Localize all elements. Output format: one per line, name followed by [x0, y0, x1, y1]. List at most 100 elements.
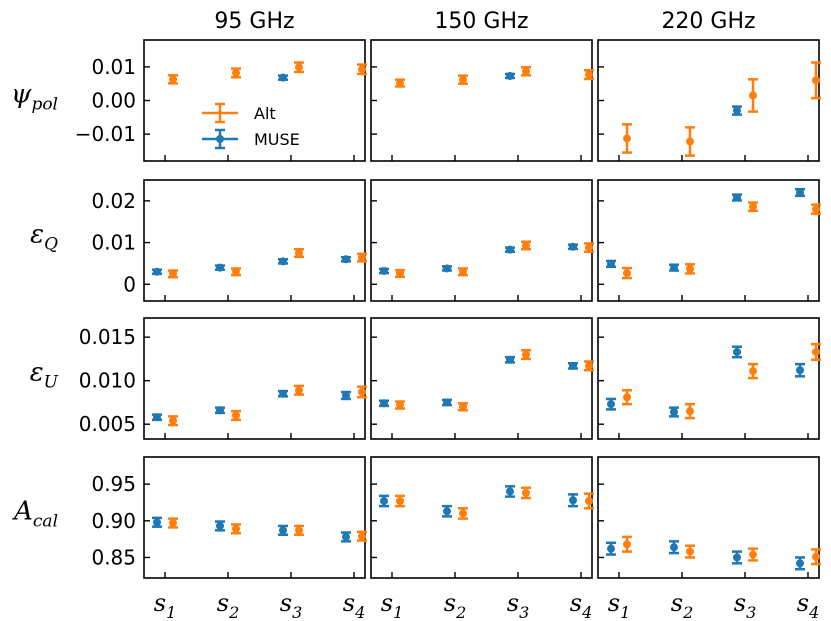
point-alt-s3-marker [522, 350, 530, 359]
point-muse-s4-marker [569, 242, 577, 251]
point-alt-s1-marker [396, 401, 404, 410]
point-muse-s2-marker [443, 398, 451, 407]
y-tick-label: 0.01 [91, 55, 136, 79]
x-tick-label-s1-subscript: 1 [620, 603, 630, 621]
panel-frame [143, 317, 366, 440]
point-alt-s2-marker [459, 75, 467, 84]
point-alt-s2-marker [686, 137, 694, 146]
point-muse-s2-marker [443, 264, 451, 273]
point-alt-s1-marker [169, 416, 177, 425]
panel-frame [597, 39, 820, 162]
x-tick-label-s1: s1 [608, 589, 631, 621]
row-label-eps_u: εU [30, 358, 59, 393]
x-tick-label-s2-symbol: s [217, 589, 229, 617]
x-tick-label-s4: s4 [570, 589, 593, 621]
point-alt-s1-marker [169, 75, 177, 84]
x-tick-label-s3: s3 [507, 589, 530, 621]
x-tick-label-s4-symbol: s [797, 589, 809, 617]
legend-item-alt: Alt [202, 102, 276, 124]
panel-a_cal-2: s1 s2 s3 s4 [370, 456, 594, 621]
point-alt-s2-marker [459, 509, 467, 518]
point-muse-s1-marker [607, 400, 615, 409]
point-muse-s4-marker [342, 255, 350, 264]
point-muse-s2-marker [216, 263, 224, 272]
point-alt-s1-marker [623, 540, 631, 549]
x-tick-label-s2-symbol: s [444, 589, 456, 617]
x-tick-label-s1-symbol: s [154, 589, 166, 617]
row-label-psi_pol-symbol: ψ [11, 80, 32, 110]
y-tick-label: 0.95 [91, 472, 136, 496]
row-label-eps_u-subscript: U [44, 373, 59, 393]
row-label-eps_q-subscript: Q [44, 235, 58, 255]
point-muse-s3-marker [733, 106, 741, 115]
x-tick-label-s3: s3 [280, 589, 303, 621]
point-muse-s3-marker [279, 73, 287, 82]
row-label-eps_u-symbol: ε [30, 358, 44, 388]
point-alt-s4-marker [812, 76, 820, 85]
point-alt-s4-marker [812, 552, 820, 561]
point-alt-s2-marker [232, 68, 240, 77]
panel-frame [143, 179, 366, 302]
x-tick-label-s3-symbol: s [280, 589, 292, 617]
x-tick-label-s4-subscript: 4 [808, 603, 819, 621]
point-muse-s1-marker [380, 399, 388, 408]
point-alt-s1-marker [623, 393, 631, 402]
point-muse-s1-marker [153, 413, 161, 422]
point-alt-s3-marker [295, 526, 303, 535]
column-title-2: 150 GHz [434, 9, 528, 34]
point-alt-s3-marker [749, 367, 757, 376]
point-muse-s2-marker [216, 521, 224, 530]
point-alt-s2-marker [459, 267, 467, 276]
point-muse-s1-marker [607, 544, 615, 553]
point-alt-s4-marker [585, 70, 593, 79]
point-muse-s3-marker [279, 526, 287, 535]
x-tick-label-s3-subscript: 3 [746, 603, 756, 621]
panel-frame [370, 179, 593, 302]
x-tick-label-s2-subscript: 2 [455, 603, 466, 621]
point-alt-s4-marker [358, 387, 366, 396]
panel-frame [370, 317, 593, 440]
x-tick-label-s3-symbol: s [734, 589, 746, 617]
point-alt-s1-marker [169, 269, 177, 278]
point-alt-s1-marker [396, 79, 404, 88]
panel-frame [143, 456, 366, 579]
point-muse-s1-marker [380, 266, 388, 275]
point-alt-s1-marker [396, 269, 404, 278]
y-tick-label: 0.005 [79, 412, 136, 436]
column-title-3: 220 GHz [661, 9, 755, 34]
y-tick-label: 0 [123, 272, 136, 296]
point-alt-s3-marker [522, 241, 530, 250]
x-tick-label-s2-symbol: s [671, 589, 683, 617]
y-tick-label: 0.01 [91, 231, 136, 255]
legend-alt-label: Alt [254, 104, 276, 123]
point-muse-s3-marker [279, 257, 287, 266]
panel-psi_pol-2 [370, 39, 594, 162]
point-alt-s2-marker [686, 407, 694, 416]
row-label-eps_q-symbol: ε [30, 220, 44, 250]
point-alt-s2-marker [232, 411, 240, 420]
y-tick-label: −0.01 [75, 122, 136, 146]
point-muse-s3-marker [506, 245, 514, 254]
x-tick-label-s4: s4 [797, 589, 820, 621]
x-tick-label-s1-subscript: 1 [166, 603, 176, 621]
panels-layer: 95 GHz 150 GHz 220 GHzψpol0.010.00−0.01εQ0… [11, 9, 821, 621]
x-tick-label-s3-symbol: s [507, 589, 519, 617]
x-tick-label-s1: s1 [154, 589, 177, 621]
point-alt-s2-marker [459, 402, 467, 411]
x-tick-label-s2: s2 [444, 589, 467, 621]
point-muse-s3-marker [506, 487, 514, 496]
row-label-psi_pol-subscript: pol [31, 95, 58, 115]
y-tick-label: 0.015 [79, 325, 136, 349]
point-alt-s1-marker [623, 269, 631, 278]
point-alt-s4-marker [358, 532, 366, 541]
legend: Alt MUSE [202, 102, 300, 150]
y-tick-label: 0.010 [79, 369, 136, 393]
panel-eps_q-3 [597, 179, 821, 302]
legend-muse-label: MUSE [254, 130, 300, 149]
point-muse-s4-marker [342, 532, 350, 541]
point-alt-s3-marker [749, 550, 757, 559]
y-tick-label: 0.90 [91, 509, 136, 533]
point-muse-s2-marker [670, 408, 678, 417]
legend-muse-marker [216, 135, 224, 143]
